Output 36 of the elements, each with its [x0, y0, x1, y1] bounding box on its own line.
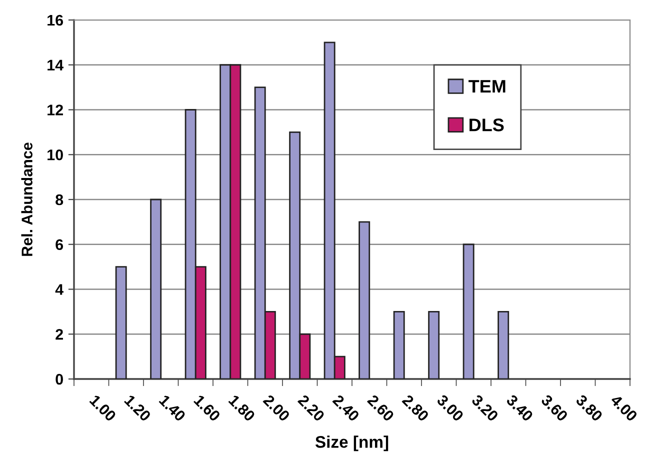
- x-tick-label: 2.00: [262, 394, 290, 422]
- y-tick-label: 4: [55, 284, 64, 295]
- legend-label: TEM: [468, 80, 506, 93]
- bar: [150, 198, 162, 379]
- y-tick-label: 12: [48, 104, 63, 116]
- x-tick-label: 3.40: [506, 394, 534, 422]
- y-axis-title: Rel. Abundance: [21, 142, 32, 256]
- bar: [358, 221, 370, 379]
- bar: [498, 310, 510, 379]
- bar: [462, 244, 474, 379]
- legend-label: DLS: [470, 118, 504, 132]
- y-tick-label: 2: [56, 328, 63, 340]
- x-tick-label: 3.00: [436, 394, 464, 422]
- x-tick-label: 3.80: [575, 394, 604, 422]
- bar: [393, 310, 405, 379]
- x-tick-label: 3.60: [540, 394, 568, 422]
- y-tick-label: 0: [56, 374, 63, 385]
- x-tick-label: 3.20: [470, 394, 499, 422]
- bar: [428, 310, 440, 379]
- x-tick-label: 1.80: [228, 394, 256, 422]
- x-tick-label: 2.20: [297, 394, 326, 422]
- x-tick-label: 1.40: [158, 394, 186, 422]
- x-tick-label: 4.00: [610, 394, 638, 422]
- y-tick-label: 10: [48, 149, 63, 160]
- y-tick-label: 14: [48, 60, 64, 70]
- y-tick-label: 6: [56, 239, 64, 250]
- x-tick-label: 2.60: [366, 394, 395, 422]
- bar: [115, 266, 127, 379]
- y-tick-label: 8: [56, 194, 64, 206]
- x-tick-label: 1.20: [124, 394, 152, 422]
- x-tick-label: 1.00: [89, 394, 117, 422]
- x-tick-label: 2.40: [332, 394, 360, 422]
- x-tick-label: 1.60: [193, 394, 221, 422]
- y-tick-label: 16: [48, 14, 64, 26]
- x-tick-label: 2.80: [402, 394, 430, 422]
- x-axis-title: Size [nm]: [315, 436, 388, 452]
